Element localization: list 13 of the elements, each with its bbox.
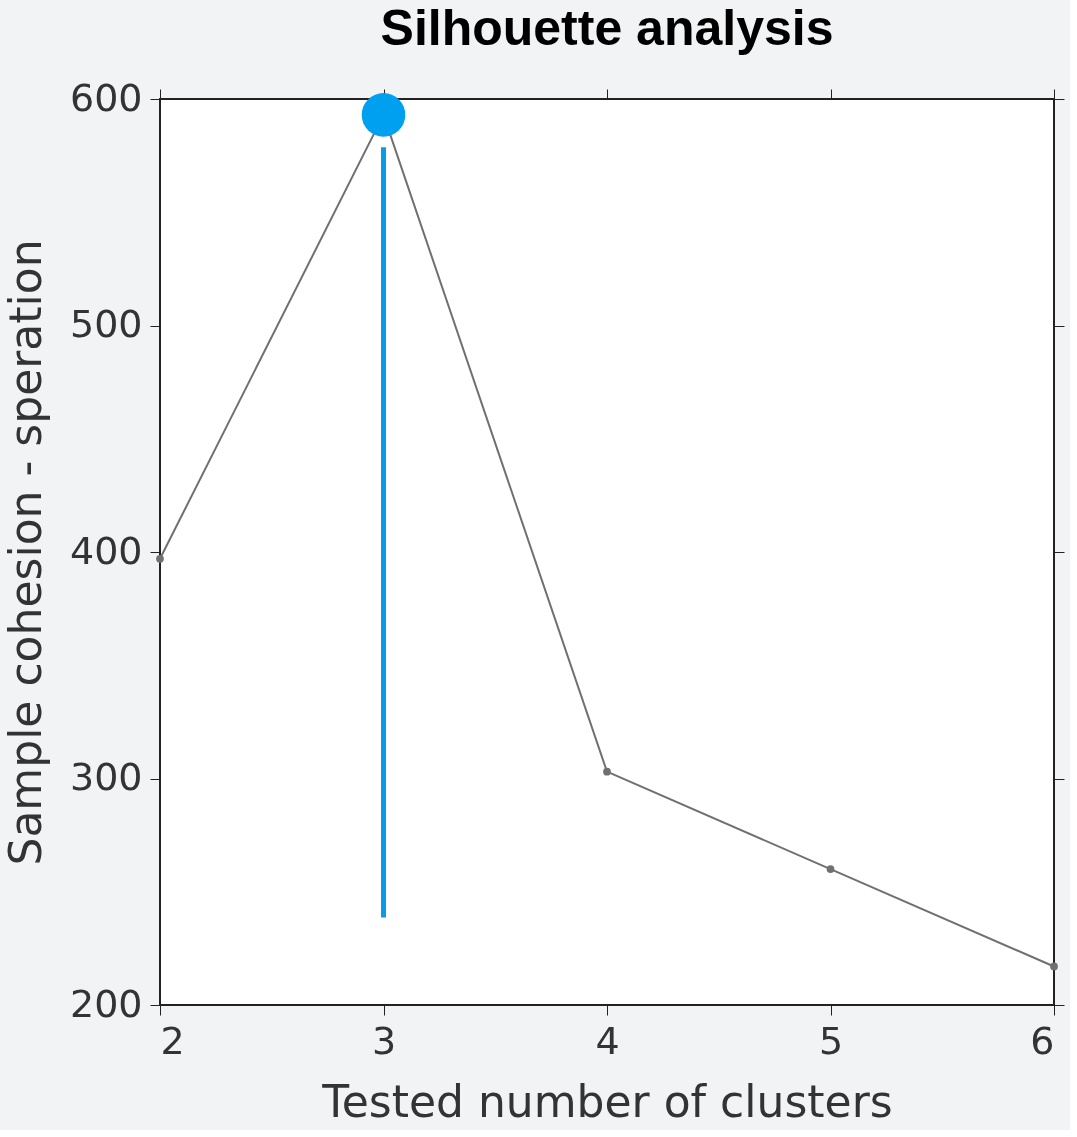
- x-tick-label: 2: [160, 1018, 185, 1063]
- y-axis-title: Sample cohesion - speration: [0, 239, 51, 866]
- x-tick-label: 4: [595, 1018, 620, 1063]
- x-tick-label: 3: [371, 1018, 397, 1063]
- chart-title: Silhouette analysis: [380, 0, 834, 56]
- x-tick-label: 5: [818, 1018, 844, 1063]
- x-axis-title: Tested number of clusters: [321, 1075, 893, 1127]
- y-tick-label: 200: [69, 981, 143, 1026]
- y-tick-label: 500: [69, 302, 143, 346]
- y-tick-label: 300: [69, 755, 143, 799]
- x-tick-label: 6: [1030, 1018, 1055, 1063]
- y-tick-label: 600: [69, 75, 143, 120]
- y-tick-label: 400: [69, 528, 143, 573]
